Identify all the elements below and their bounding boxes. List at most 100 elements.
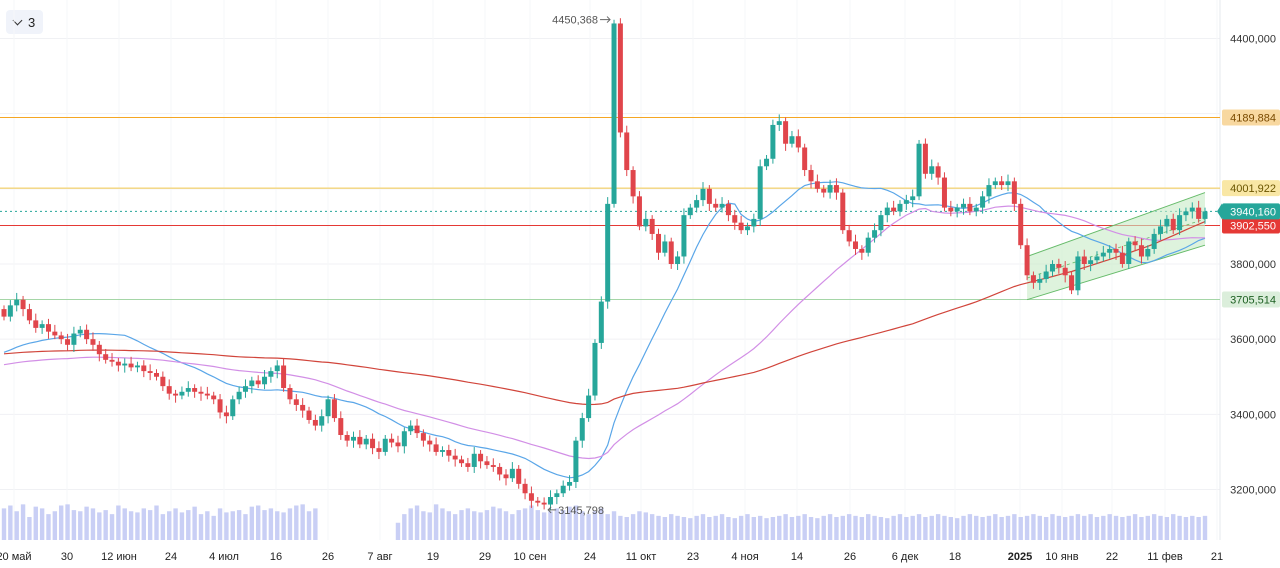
candle-body (1113, 248, 1119, 253)
candle-body (484, 461, 490, 466)
volume-bar (294, 505, 299, 540)
volume-bar (910, 515, 915, 540)
candle-body (808, 170, 814, 182)
volume-bar (1056, 515, 1062, 540)
volume-bar (306, 511, 312, 540)
volume-bar (986, 515, 992, 540)
candle-body (262, 376, 268, 385)
candle-body (872, 230, 878, 238)
level-badge (1222, 109, 1280, 126)
annotations: 4450,368 3145,798 (547, 15, 611, 517)
candle-body (846, 230, 852, 242)
candle-body (535, 500, 541, 503)
candle-body (433, 444, 439, 452)
volume-bar (1088, 514, 1093, 540)
volume-bar (707, 517, 712, 540)
candle-body (325, 399, 331, 417)
candle-body (675, 256, 681, 264)
candle-body (452, 455, 458, 460)
candle-body (980, 196, 986, 208)
candle-body (52, 331, 58, 336)
volume-bar (433, 504, 439, 540)
volume-bar (1132, 514, 1138, 540)
legend-toggle-button[interactable]: 3 (6, 10, 44, 34)
candle-body (39, 324, 45, 328)
candle-body (255, 380, 261, 385)
candle-body (961, 203, 967, 208)
candle-body (350, 436, 356, 441)
candle-body (897, 203, 903, 212)
time-tick-label: 19 (427, 551, 439, 563)
volume-bar (33, 506, 38, 540)
time-tick-label: 22 (1106, 551, 1118, 563)
volume-bar (313, 508, 318, 540)
volume-bar (1139, 517, 1144, 540)
volume-bar (287, 508, 293, 540)
candle-body (827, 185, 833, 193)
candle-body (1049, 264, 1055, 272)
volume-bar (459, 510, 464, 540)
candle-body (293, 399, 299, 405)
candle-body (1062, 267, 1068, 276)
volume-bar (885, 518, 890, 540)
volume-bar (815, 518, 820, 540)
volume-bar (1120, 517, 1125, 540)
candle-body (795, 136, 801, 148)
volume-bar (478, 512, 483, 540)
volume-bar (1151, 514, 1157, 540)
candle-body (357, 436, 363, 445)
candle-body (268, 371, 274, 377)
volume-bar (97, 512, 102, 540)
candle-body (1043, 271, 1049, 280)
candle-body (331, 399, 337, 419)
volume-bar (1202, 515, 1208, 540)
volume-bar (1, 508, 7, 540)
volume-bar (980, 517, 985, 540)
time-tick-label: 24 (584, 551, 596, 563)
volume-bar (103, 510, 108, 540)
volume-bar (866, 514, 871, 540)
volume-bar (1012, 514, 1017, 540)
candle-body (45, 324, 51, 332)
candle-body (783, 121, 789, 144)
volume-bar (217, 508, 223, 540)
volume-bar (954, 518, 960, 540)
volume-bar (484, 510, 490, 540)
volume-bar (573, 505, 579, 540)
candle-body (1119, 252, 1125, 264)
candle-body (33, 320, 39, 328)
candle-body (65, 339, 71, 345)
volume-bar (446, 511, 452, 540)
volume-bar (637, 511, 642, 540)
candle-body (242, 386, 248, 392)
candle-body (1024, 245, 1030, 276)
volume-bar (395, 522, 401, 540)
candle-body (592, 342, 598, 396)
candle-body (1177, 215, 1183, 231)
candle-body (395, 442, 401, 447)
candle-body (656, 233, 662, 253)
volume-bar (1018, 517, 1023, 540)
candle-body (738, 222, 744, 231)
time-tick-label: 26 (322, 551, 334, 563)
volume-bar (14, 511, 19, 540)
time-tick-label: 24 (165, 551, 177, 563)
volume-bar (548, 511, 553, 540)
volume-bar (522, 508, 528, 540)
candle-body (1100, 252, 1106, 257)
price-axis[interactable]: 4400,000 3800,000 3600,000 3400,000 3200,000… (1217, 34, 1280, 497)
volume-bar (757, 515, 763, 540)
volume-bar (281, 512, 286, 540)
candle-body (1164, 218, 1170, 227)
candle-body (1088, 260, 1094, 264)
volume-bar (1177, 515, 1182, 540)
volume-bar (46, 514, 51, 540)
time-axis[interactable]: 20 май 30 12 июн 24 4 июл 16 26 7 авг 19 29 10 сен… (0, 551, 1223, 563)
volume-bar (154, 505, 159, 540)
candle-body (344, 435, 350, 441)
volume-bar (554, 508, 560, 540)
time-tick-label: 30 (61, 551, 73, 563)
volume-bar (643, 512, 649, 540)
candle-body (973, 207, 979, 212)
